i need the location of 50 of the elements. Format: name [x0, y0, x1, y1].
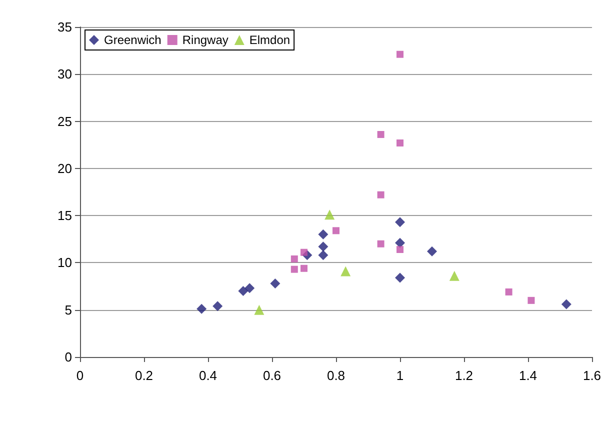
- legend-label: Elmdon: [249, 33, 290, 47]
- x-tick-label: 0.2: [134, 368, 154, 383]
- x-tick-label: 1.6: [582, 368, 602, 383]
- point: [196, 304, 207, 314]
- point: [561, 299, 572, 310]
- point: [318, 250, 328, 260]
- point: [377, 191, 384, 198]
- point: [396, 139, 404, 146]
- point: [395, 272, 405, 283]
- y-tick-label: 10: [58, 255, 72, 270]
- point: [238, 286, 248, 296]
- point: [254, 304, 264, 315]
- point: [427, 246, 437, 256]
- x-tick-label: 1.2: [454, 368, 474, 383]
- point: [244, 283, 255, 294]
- point: [290, 255, 298, 262]
- x-tick-label: 0.8: [326, 368, 346, 383]
- point: [505, 288, 512, 296]
- point: [340, 266, 351, 276]
- y-tick-label: 30: [58, 66, 72, 82]
- point: [396, 246, 404, 254]
- point: [300, 264, 308, 272]
- point: [377, 240, 384, 248]
- point: [324, 210, 335, 220]
- point: [377, 130, 384, 138]
- y-tick-label: 15: [58, 208, 72, 224]
- point: [396, 50, 404, 58]
- point: [318, 242, 328, 252]
- point: [528, 296, 535, 304]
- point: [449, 270, 460, 281]
- y-tick-label: 0: [64, 350, 72, 364]
- x-tick-label: 1: [396, 368, 404, 383]
- y-tick-label: 5: [64, 302, 72, 318]
- y-tick-label: 20: [58, 160, 72, 176]
- point: [395, 238, 405, 248]
- x-tick-label: 0: [76, 368, 84, 383]
- point: [300, 248, 308, 256]
- point: [290, 266, 298, 273]
- y-tick-label: 25: [58, 114, 72, 129]
- x-tick-label: 1.4: [518, 368, 538, 383]
- x-tick-label: 0.6: [262, 368, 282, 383]
- point: [318, 229, 328, 240]
- point: [332, 227, 340, 234]
- y-tick-label: 35: [58, 20, 72, 34]
- point: [395, 217, 405, 228]
- legend-label: Ringway: [182, 33, 228, 47]
- point: [270, 278, 280, 288]
- point: [212, 301, 223, 312]
- legend-label: Greenwich: [104, 33, 162, 47]
- x-tick-label: 0.4: [198, 368, 218, 383]
